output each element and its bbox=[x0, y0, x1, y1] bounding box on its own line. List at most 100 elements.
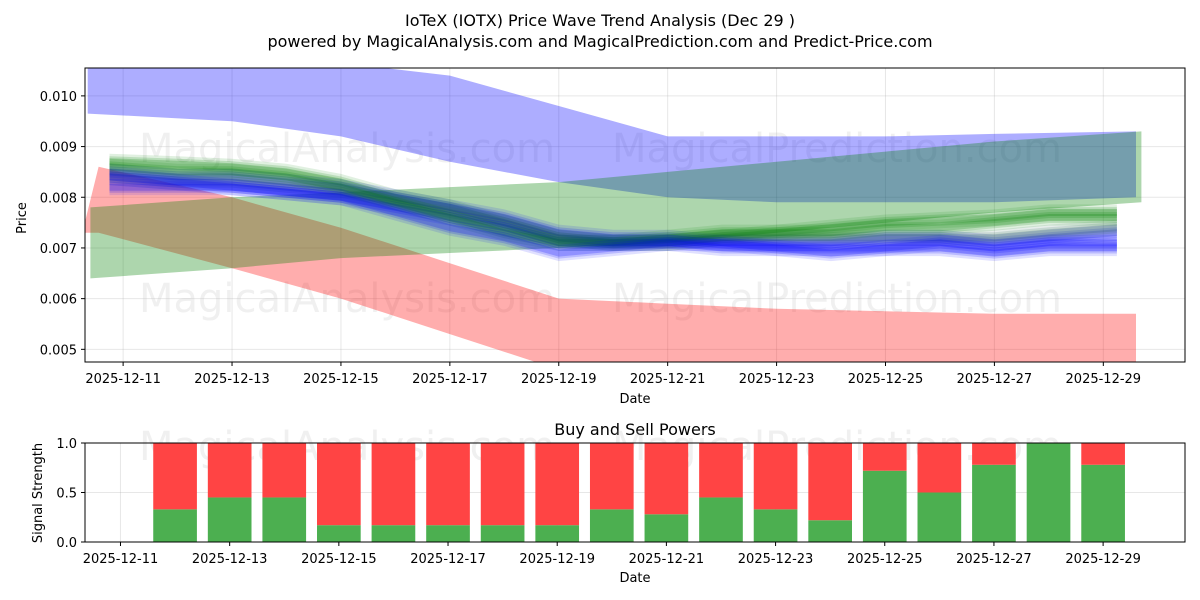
price-chart: MagicalAnalysis.com MagicalPrediction.co… bbox=[15, 67, 1186, 407]
watermark-analysis-mid: MagicalAnalysis.com bbox=[139, 276, 555, 322]
signal-x-axis-label: Date bbox=[619, 571, 650, 586]
wave-path-ribbon bbox=[109, 161, 1117, 249]
price-x-tick-label: 2025-12-29 bbox=[1066, 372, 1142, 387]
price-x-tick-label: 2025-12-19 bbox=[521, 372, 597, 387]
price-x-axis-label: Date bbox=[619, 392, 650, 407]
signal-y-tick-label: 0.0 bbox=[56, 536, 77, 551]
signal-y-tick-label: 0.5 bbox=[56, 487, 77, 502]
watermark-analysis-top: MagicalAnalysis.com bbox=[139, 126, 555, 172]
buy-bar bbox=[207, 497, 252, 542]
signal-x-tick-label: 2025-12-13 bbox=[192, 552, 268, 567]
signal-x-tick-label: 2025-12-19 bbox=[519, 552, 595, 567]
sell-bar bbox=[480, 443, 525, 526]
sell-bar bbox=[917, 443, 962, 493]
wave-path-ribbon bbox=[109, 158, 1117, 251]
buy-bar bbox=[862, 470, 907, 542]
price-x-tick-label: 2025-12-21 bbox=[630, 372, 706, 387]
sell-bar bbox=[1081, 443, 1125, 465]
sell-bar bbox=[862, 443, 907, 471]
sell-bar bbox=[153, 443, 197, 510]
buy-bar bbox=[589, 509, 634, 542]
wave-path-ribbon bbox=[109, 179, 1117, 257]
sell-bar bbox=[589, 443, 634, 510]
signal-y-axis-label: Signal Strength bbox=[31, 443, 46, 543]
buy-bar bbox=[753, 509, 798, 542]
watermark-prediction-top: MagicalPrediction.com bbox=[612, 126, 1062, 172]
wave-path-ribbon bbox=[109, 156, 1117, 249]
price-grid bbox=[85, 68, 1185, 362]
signal-x-tick-label: 2025-12-17 bbox=[410, 552, 486, 567]
buy-bar bbox=[1081, 464, 1125, 542]
band-green-wave bbox=[90, 131, 1142, 279]
sell-bar bbox=[317, 443, 361, 526]
buy-bar bbox=[972, 464, 1016, 542]
price-y-tick-label: 0.009 bbox=[40, 141, 77, 156]
signal-bars bbox=[153, 443, 1125, 542]
wave-path-ribbon bbox=[109, 173, 1117, 247]
sell-bar bbox=[426, 443, 470, 526]
price-y-tick-label: 0.010 bbox=[40, 90, 77, 105]
buy-bar bbox=[917, 492, 962, 542]
wave-path-ribbon bbox=[109, 163, 1117, 251]
wave-path-ribbon bbox=[109, 168, 1117, 251]
wave-path-ribbon bbox=[109, 163, 1117, 247]
signal-x-tick-label: 2025-12-15 bbox=[301, 552, 377, 567]
wave-path-ribbon bbox=[109, 168, 1117, 262]
sell-bar bbox=[644, 443, 689, 515]
price-y-tick-label: 0.005 bbox=[40, 343, 77, 358]
sell-bar bbox=[972, 443, 1016, 465]
sell-bar bbox=[371, 443, 416, 526]
wave-path-ribbon bbox=[109, 171, 1117, 249]
buy-bar bbox=[426, 525, 470, 542]
buy-bar bbox=[317, 525, 361, 542]
signal-chart-title: Buy and Sell Powers bbox=[554, 420, 716, 439]
wave-path-ribbon bbox=[109, 173, 1117, 257]
price-x-tick-label: 2025-12-25 bbox=[848, 372, 924, 387]
price-plot-frame bbox=[84, 67, 1186, 363]
buy-bar bbox=[699, 497, 743, 542]
signal-x-tick-label: 2025-12-29 bbox=[1065, 552, 1141, 567]
chart-title-line2: powered by MagicalAnalysis.com and Magic… bbox=[267, 32, 932, 51]
buy-bar bbox=[371, 525, 416, 542]
price-x-tick-label: 2025-12-11 bbox=[85, 372, 161, 387]
price-x-tick-label: 2025-12-13 bbox=[194, 372, 270, 387]
wave-path-ribbon bbox=[109, 181, 1117, 254]
buy-bar bbox=[262, 497, 307, 542]
sell-bar bbox=[753, 443, 798, 510]
sell-bar bbox=[808, 443, 852, 521]
signal-x-tick-label: 2025-12-21 bbox=[629, 552, 705, 567]
wave-path-ribbon bbox=[109, 171, 1117, 259]
price-watermarks: MagicalAnalysis.com MagicalPrediction.co… bbox=[139, 126, 1062, 322]
wave-path-ribbon bbox=[109, 166, 1117, 249]
signal-axes: 2025-12-11 2025-12-13 2025-12-15 2025-12-17… bbox=[56, 437, 1141, 567]
price-plot-area bbox=[85, 68, 1185, 362]
price-x-tick-label: 2025-12-23 bbox=[739, 372, 815, 387]
signal-y-tick-label: 1.0 bbox=[56, 437, 77, 452]
sell-bar bbox=[262, 443, 307, 498]
price-axes: 2025-12-11 2025-12-13 2025-12-15 2025-12-17… bbox=[40, 90, 1141, 387]
price-y-tick-label: 0.007 bbox=[40, 242, 77, 257]
sell-bar bbox=[699, 443, 743, 498]
price-x-tick-label: 2025-12-17 bbox=[412, 372, 488, 387]
price-x-tick-label: 2025-12-15 bbox=[303, 372, 379, 387]
price-y-axis-label: Price bbox=[15, 202, 30, 234]
sell-bar bbox=[535, 443, 580, 526]
band-blue-wave bbox=[87, 68, 1136, 203]
chart-title-line1: IoTeX (IOTX) Price Wave Trend Analysis (… bbox=[405, 11, 795, 30]
buy-bar bbox=[808, 520, 852, 542]
watermark-prediction-mid: MagicalPrediction.com bbox=[612, 276, 1062, 322]
signal-chart: Buy and Sell Powers MagicalAnalysis.com … bbox=[31, 420, 1186, 586]
buy-bar bbox=[535, 525, 580, 542]
band-red-wave bbox=[85, 166, 1136, 362]
price-x-tick-label: 2025-12-27 bbox=[957, 372, 1033, 387]
price-y-tick-label: 0.008 bbox=[40, 191, 77, 206]
signal-x-tick-label: 2025-12-11 bbox=[83, 552, 159, 567]
price-y-tick-label: 0.006 bbox=[40, 293, 77, 308]
sell-bar bbox=[207, 443, 252, 498]
buy-bar bbox=[480, 525, 525, 542]
wave-path-ribbon bbox=[109, 158, 1117, 247]
signal-x-tick-label: 2025-12-23 bbox=[738, 552, 814, 567]
buy-bar bbox=[153, 509, 197, 542]
buy-bar bbox=[1026, 443, 1071, 542]
wave-path-ribbon bbox=[109, 153, 1117, 251]
